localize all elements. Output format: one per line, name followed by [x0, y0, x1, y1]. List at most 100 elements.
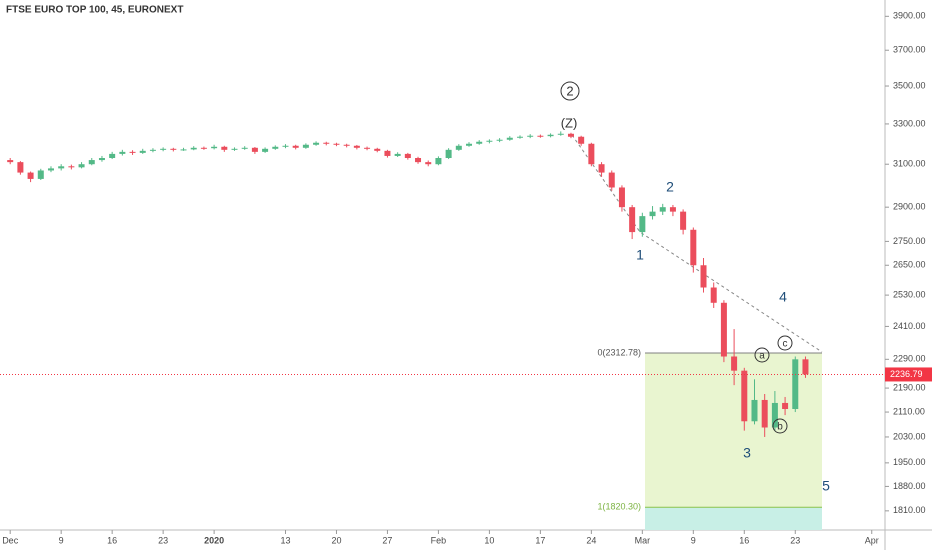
- fib-label: 1(1820.30): [597, 502, 641, 512]
- candle-body: [343, 144, 350, 146]
- candle-body: [537, 135, 544, 137]
- x-tick-label: 2020: [204, 535, 224, 545]
- y-tick-label: 2650.00: [893, 260, 926, 270]
- candle-body: [782, 402, 789, 410]
- y-tick-label: 3100.00: [893, 159, 926, 169]
- candle-body: [394, 153, 401, 156]
- chart-title: FTSE EURO TOP 100, 45, EURONEXT: [6, 5, 183, 16]
- candle-body: [425, 162, 432, 165]
- x-tick-label: Apr: [865, 535, 879, 545]
- x-tick-label: 23: [158, 535, 168, 545]
- y-tick-label: 1880.00: [893, 481, 926, 491]
- candle-body: [221, 146, 228, 150]
- candle-body: [149, 149, 156, 151]
- wave-label: b: [777, 422, 783, 433]
- candle-body: [496, 139, 503, 141]
- candle-body: [649, 211, 656, 217]
- wave-label: a: [759, 351, 765, 362]
- candle-body: [802, 359, 809, 375]
- wave-label: 3: [743, 445, 751, 461]
- candle-body: [455, 145, 462, 150]
- x-tick-label: 16: [107, 535, 117, 545]
- candle-body: [47, 168, 54, 171]
- candle-body: [771, 402, 778, 428]
- fib-extension: [645, 507, 822, 530]
- candle-body: [710, 287, 717, 303]
- candle-body: [251, 147, 258, 152]
- y-tick-label: 2110.00: [893, 406, 925, 416]
- candle-body: [720, 302, 727, 357]
- candle-body: [476, 141, 483, 144]
- candle-body: [200, 147, 207, 149]
- candle-body: [302, 144, 309, 148]
- wave-circle: [560, 81, 580, 101]
- candle-body: [527, 135, 534, 137]
- y-tick-label: 2290.00: [893, 354, 926, 364]
- candle-body: [761, 399, 768, 428]
- wave-label: 2: [666, 179, 674, 195]
- candle-body: [445, 149, 452, 159]
- x-tick-label: 27: [382, 535, 392, 545]
- candle-body: [292, 145, 299, 148]
- candle-body: [741, 370, 748, 422]
- wave-label: 2: [566, 83, 573, 98]
- candle-body: [231, 148, 238, 150]
- y-tick-label: 3700.00: [893, 45, 926, 55]
- fib-label: 0(2312.78): [597, 347, 641, 357]
- candle-body: [690, 229, 697, 266]
- wave-label: 4: [779, 289, 787, 305]
- y-tick-label: 3500.00: [893, 80, 926, 90]
- candle-body: [37, 170, 44, 179]
- y-tick-label: 1810.00: [893, 505, 926, 515]
- candle-body: [516, 136, 523, 138]
- candle-body: [608, 172, 615, 188]
- y-tick-label: 2030.00: [893, 431, 926, 441]
- y-tick-label: 2900.00: [893, 202, 926, 212]
- x-tick-label: Feb: [431, 535, 447, 545]
- candle-body: [669, 207, 676, 212]
- y-tick-label: 1950.00: [893, 457, 926, 467]
- y-tick-label: 2410.00: [893, 321, 926, 331]
- candle-body: [98, 158, 105, 161]
- x-tick-label: 23: [790, 535, 800, 545]
- x-tick-label: 9: [59, 535, 64, 545]
- candle-body: [384, 150, 391, 156]
- candle-body: [211, 146, 218, 149]
- candle-body: [792, 359, 799, 410]
- candle-body: [333, 143, 340, 145]
- candle-body: [435, 158, 442, 165]
- y-tick-label: 3300.00: [893, 118, 926, 128]
- candle-body: [58, 166, 65, 169]
- candle-body: [404, 153, 411, 159]
- candle-body: [629, 207, 636, 233]
- candle-body: [659, 207, 666, 212]
- x-tick-label: 20: [331, 535, 341, 545]
- candle-body: [731, 356, 738, 371]
- x-tick-label: Dec: [2, 535, 19, 545]
- wave-label: 1: [636, 247, 644, 263]
- x-tick-label: 13: [280, 535, 290, 545]
- candle-body: [272, 146, 279, 149]
- candle-body: [547, 134, 554, 137]
- candle-body: [598, 164, 605, 173]
- candle-body: [639, 216, 646, 233]
- candle-body: [129, 151, 136, 153]
- candle-body: [700, 265, 707, 288]
- x-tick-label: 9: [691, 535, 696, 545]
- candle-body: [68, 166, 75, 168]
- x-tick-label: 16: [739, 535, 749, 545]
- y-tick-label: 3900.00: [893, 11, 926, 21]
- candle-body: [88, 160, 95, 165]
- candle-body: [680, 211, 687, 230]
- wave-label: c: [783, 339, 788, 350]
- candle-body: [466, 143, 473, 146]
- y-tick-label: 2750.00: [893, 236, 926, 246]
- candle-body: [78, 164, 85, 168]
- candle-body: [262, 148, 269, 152]
- candle-body: [160, 148, 167, 150]
- x-tick-label: 17: [535, 535, 545, 545]
- wave-circle: [772, 418, 788, 434]
- candle-body: [506, 137, 513, 140]
